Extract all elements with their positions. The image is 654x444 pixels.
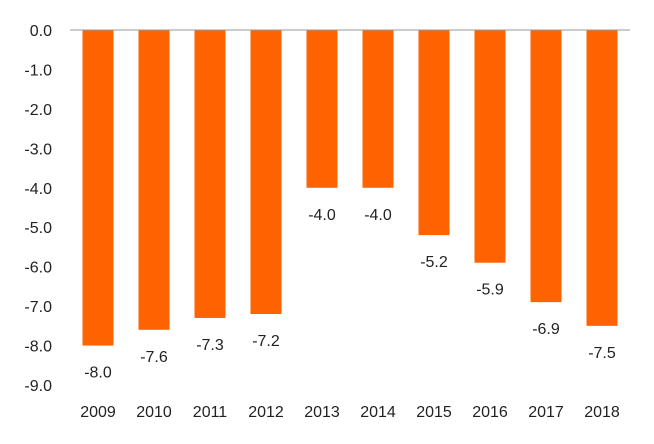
x-tick-label: 2009 bbox=[80, 404, 116, 421]
bar bbox=[250, 30, 282, 314]
y-tick-label: -6.0 bbox=[24, 260, 52, 277]
y-tick-label: -9.0 bbox=[24, 378, 52, 395]
bar bbox=[138, 30, 170, 330]
x-tick-label: 2018 bbox=[584, 404, 620, 421]
bar bbox=[418, 30, 450, 236]
bar bbox=[82, 30, 114, 346]
bar bbox=[586, 30, 618, 326]
bar bbox=[194, 30, 226, 318]
y-tick-label: -8.0 bbox=[24, 339, 52, 356]
x-tick-label: 2015 bbox=[416, 404, 452, 421]
y-tick-label: -4.0 bbox=[24, 181, 52, 198]
bar bbox=[306, 30, 338, 188]
bar-value-label: -6.9 bbox=[532, 321, 560, 338]
y-tick-label: -3.0 bbox=[24, 141, 52, 158]
data-label-group: -8.0 -7.6 -7.3 -7.2 -4.0 -4.0 -5.2 -5.9 -6.9 -7.5 bbox=[84, 207, 616, 382]
y-tick-label: -7.0 bbox=[24, 299, 52, 316]
bar-value-label: -5.9 bbox=[476, 282, 504, 299]
x-tick-label: 2016 bbox=[472, 404, 508, 421]
x-tick-label: 2010 bbox=[136, 404, 172, 421]
y-tick-label: -5.0 bbox=[24, 220, 52, 237]
y-tick-label: -1.0 bbox=[24, 62, 52, 79]
bar bbox=[474, 30, 506, 263]
bar-value-label: -4.0 bbox=[308, 207, 336, 224]
x-tick-label: 2017 bbox=[528, 404, 564, 421]
x-tick-label: 2014 bbox=[360, 404, 396, 421]
bar-value-label: -7.3 bbox=[196, 337, 224, 354]
x-tick-label: 2013 bbox=[304, 404, 340, 421]
bar-value-label: -7.6 bbox=[140, 349, 168, 366]
bar bbox=[362, 30, 394, 188]
bar-group bbox=[82, 30, 618, 346]
bar-value-label: -5.2 bbox=[420, 254, 448, 271]
x-tick-label: 2012 bbox=[248, 404, 284, 421]
y-tick-label: -2.0 bbox=[24, 102, 52, 119]
bar-value-label: -8.0 bbox=[84, 365, 112, 382]
bar bbox=[530, 30, 562, 303]
bar-value-label: -7.5 bbox=[588, 345, 616, 362]
x-axis: 2009 2010 2011 2012 2013 2014 2015 2016 2017 2018 bbox=[80, 404, 620, 421]
x-tick-label: 2011 bbox=[193, 404, 228, 421]
bar-value-label: -4.0 bbox=[364, 207, 392, 224]
y-axis: 0.0 -1.0 -2.0 -3.0 -4.0 -5.0 -6.0 -7.0 -8.0 -9.0 bbox=[24, 23, 52, 395]
y-tick-label: 0.0 bbox=[30, 23, 52, 40]
bar-value-label: -7.2 bbox=[252, 333, 280, 350]
